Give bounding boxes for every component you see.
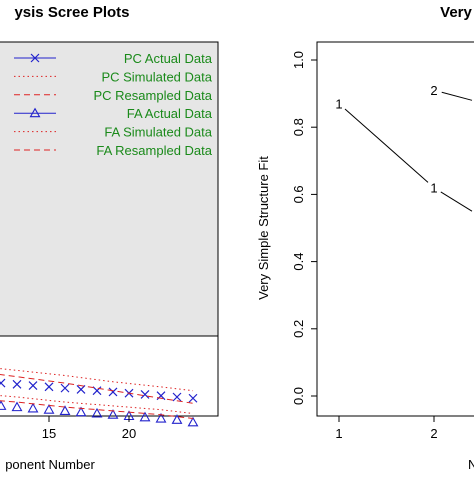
x-tick-label: 20 [122,426,136,441]
series-line [0,400,194,419]
legend-label: PC Simulated Data [101,69,212,84]
series-line [441,91,473,101]
legend-label: PC Actual Data [124,51,213,66]
data-label: 1 [430,181,437,196]
data-point [140,390,150,399]
series-line [0,395,194,414]
data-point [0,378,6,388]
legend-box [0,41,219,337]
series-line [0,373,194,404]
chart-title: Very [440,4,472,21]
data-point [107,409,119,419]
x-tick-label: 15 [42,426,56,441]
legend-entry: FA Simulated Data [14,125,213,140]
legend-entry: PC Resampled Data [14,88,213,103]
y-axis-ticks: 0.0 0.2 0.4 0.6 0.8 1.0 [291,51,317,405]
y-tick-label: 0.8 [291,118,306,136]
data-point [27,402,39,413]
data-point [30,53,40,63]
y-tick-label: 0.4 [291,253,306,271]
data-label: 2 [430,83,437,98]
x-tick-label: 1 [335,426,342,441]
data-point [44,382,54,392]
data-point [60,383,70,393]
legend-label: FA Resampled Data [96,143,212,158]
data-point [171,414,183,424]
data-point [92,386,102,396]
data-point [108,387,118,397]
data-point [155,412,167,423]
data-point [187,416,199,427]
chart-title: ysis Scree Plots [14,4,129,21]
data-point [172,392,182,402]
data-point [43,404,55,414]
plot-area [0,368,199,427]
data-point [139,411,151,422]
data-point [59,405,71,415]
legend-entry: FA Resampled Data [14,143,213,158]
y-tick-label: 0.0 [291,387,306,405]
data-point [29,107,41,118]
scree-plot-panel: ysis Scree Plots PC Actual Data PC Simula… [0,4,219,472]
data-point [11,401,23,412]
legend-entry: PC Actual Data [14,51,213,66]
series-line [440,191,473,212]
data-point [91,407,103,418]
data-point [76,384,86,394]
plot-area: 1 1 2 [335,83,473,212]
x-axis-label: N [468,457,474,472]
legend: PC Actual Data PC Simulated Data PC Resamp… [0,41,219,337]
data-point [0,400,7,410]
legend-label: FA Actual Data [127,106,213,121]
data-point [28,381,38,391]
legend-entry: FA Actual Data [14,106,213,121]
series-line [344,108,429,183]
data-point [156,391,166,401]
data-point [75,406,87,417]
series-line [0,368,194,392]
x-tick-label: 2 [430,426,437,441]
y-axis-label: Very Simple Structure Fit [256,156,271,300]
legend-label: PC Resampled Data [94,88,213,103]
data-point [188,393,198,403]
y-tick-label: 0.2 [291,320,306,338]
y-tick-label: 1.0 [291,51,306,69]
x-axis-ticks: 15 20 [42,416,136,441]
data-label: 1 [335,97,342,112]
data-point [12,379,22,389]
legend-entry: PC Simulated Data [14,69,213,84]
x-axis-label: ponent Number [5,457,95,472]
legend-label: FA Simulated Data [104,125,212,140]
y-tick-label: 0.6 [291,185,306,203]
plot-frame [316,41,474,417]
